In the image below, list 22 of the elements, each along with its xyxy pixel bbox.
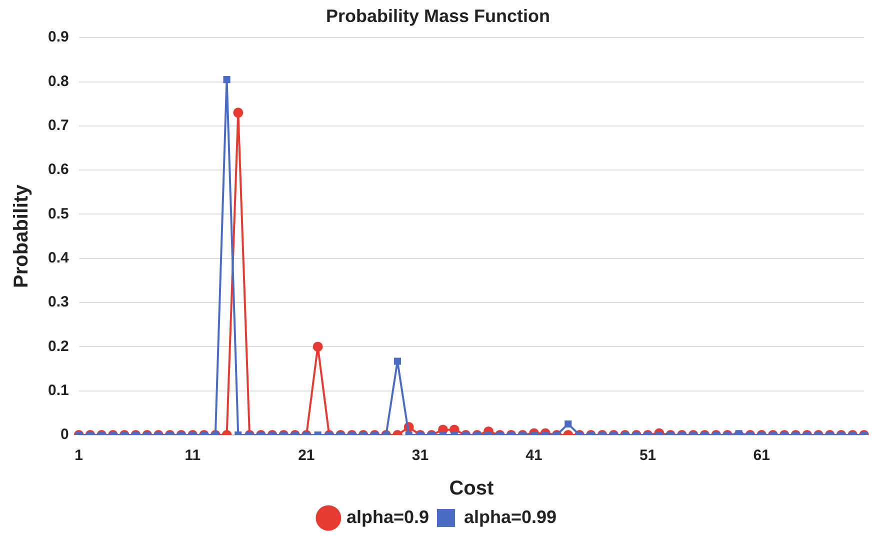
y-tick-label: 0.2 <box>48 338 69 355</box>
y-tick-label: 0.3 <box>48 294 69 311</box>
x-tick-label: 51 <box>639 447 656 464</box>
legend-label: alpha=0.9 <box>346 506 429 527</box>
x-tick-label: 41 <box>526 447 542 464</box>
y-tick-label: 0.5 <box>48 205 69 222</box>
x-tick-label: 61 <box>753 447 770 464</box>
x-tick-label: 1 <box>74 447 84 464</box>
y-axis-title: Probability <box>10 184 33 288</box>
y-tick-label: 0.9 <box>48 28 69 46</box>
y-tick-label: 0.8 <box>48 72 69 90</box>
chart-title: Probability Mass Function <box>326 6 550 26</box>
y-tick-label: 0 <box>60 426 69 444</box>
x-tick-label: 11 <box>184 447 201 464</box>
y-tick-label: 0.4 <box>48 250 70 267</box>
y-tick-label: 0.6 <box>48 161 69 178</box>
x-axis-title: Cost <box>449 478 494 500</box>
y-tick-label: 0.1 <box>48 382 69 399</box>
legend-label: alpha=0.99 <box>464 506 557 527</box>
y-tick-label: 0.7 <box>48 117 69 134</box>
x-tick-label: 31 <box>412 447 429 464</box>
x-tick-label: 21 <box>298 447 315 464</box>
